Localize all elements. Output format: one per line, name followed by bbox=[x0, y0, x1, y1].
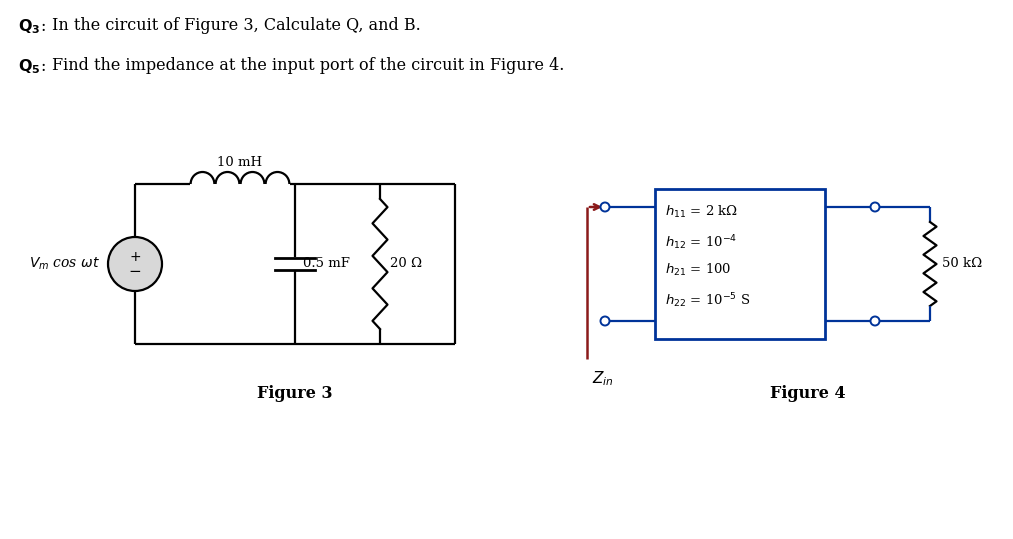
Text: 50 kΩ: 50 kΩ bbox=[942, 258, 983, 271]
Circle shape bbox=[601, 316, 610, 326]
Text: $Z_{in}$: $Z_{in}$ bbox=[592, 369, 614, 388]
Text: 0.5 mF: 0.5 mF bbox=[303, 258, 349, 271]
Bar bbox=[655, 189, 825, 339]
Circle shape bbox=[870, 316, 879, 326]
Circle shape bbox=[601, 203, 610, 211]
Text: $h_{12}$ = 10$^{-4}$: $h_{12}$ = 10$^{-4}$ bbox=[665, 233, 737, 252]
Text: Figure 4: Figure 4 bbox=[770, 385, 845, 403]
Text: $h_{22}$ = 10$^{-5}$ S: $h_{22}$ = 10$^{-5}$ S bbox=[665, 291, 751, 310]
Text: $V_m$ cos $\omega t$: $V_m$ cos $\omega t$ bbox=[29, 256, 100, 272]
Text: In the circuit of Figure 3, Calculate Q, and B.: In the circuit of Figure 3, Calculate Q,… bbox=[52, 17, 420, 34]
Text: 10 mH: 10 mH bbox=[218, 156, 262, 169]
Text: +: + bbox=[130, 250, 141, 264]
Text: $\mathbf{Q_3}$:: $\mathbf{Q_3}$: bbox=[18, 17, 46, 36]
Circle shape bbox=[108, 237, 162, 291]
Text: $h_{21}$ = 100: $h_{21}$ = 100 bbox=[665, 262, 731, 278]
Text: Figure 3: Figure 3 bbox=[257, 385, 332, 403]
Text: Find the impedance at the input port of the circuit in Figure 4.: Find the impedance at the input port of … bbox=[52, 57, 564, 74]
Text: 20 Ω: 20 Ω bbox=[390, 258, 422, 271]
Text: $\mathbf{Q_5}$:: $\mathbf{Q_5}$: bbox=[18, 57, 46, 75]
Text: $h_{11}$ = 2 kΩ: $h_{11}$ = 2 kΩ bbox=[665, 204, 738, 220]
Text: −: − bbox=[129, 265, 142, 280]
Circle shape bbox=[870, 203, 879, 211]
